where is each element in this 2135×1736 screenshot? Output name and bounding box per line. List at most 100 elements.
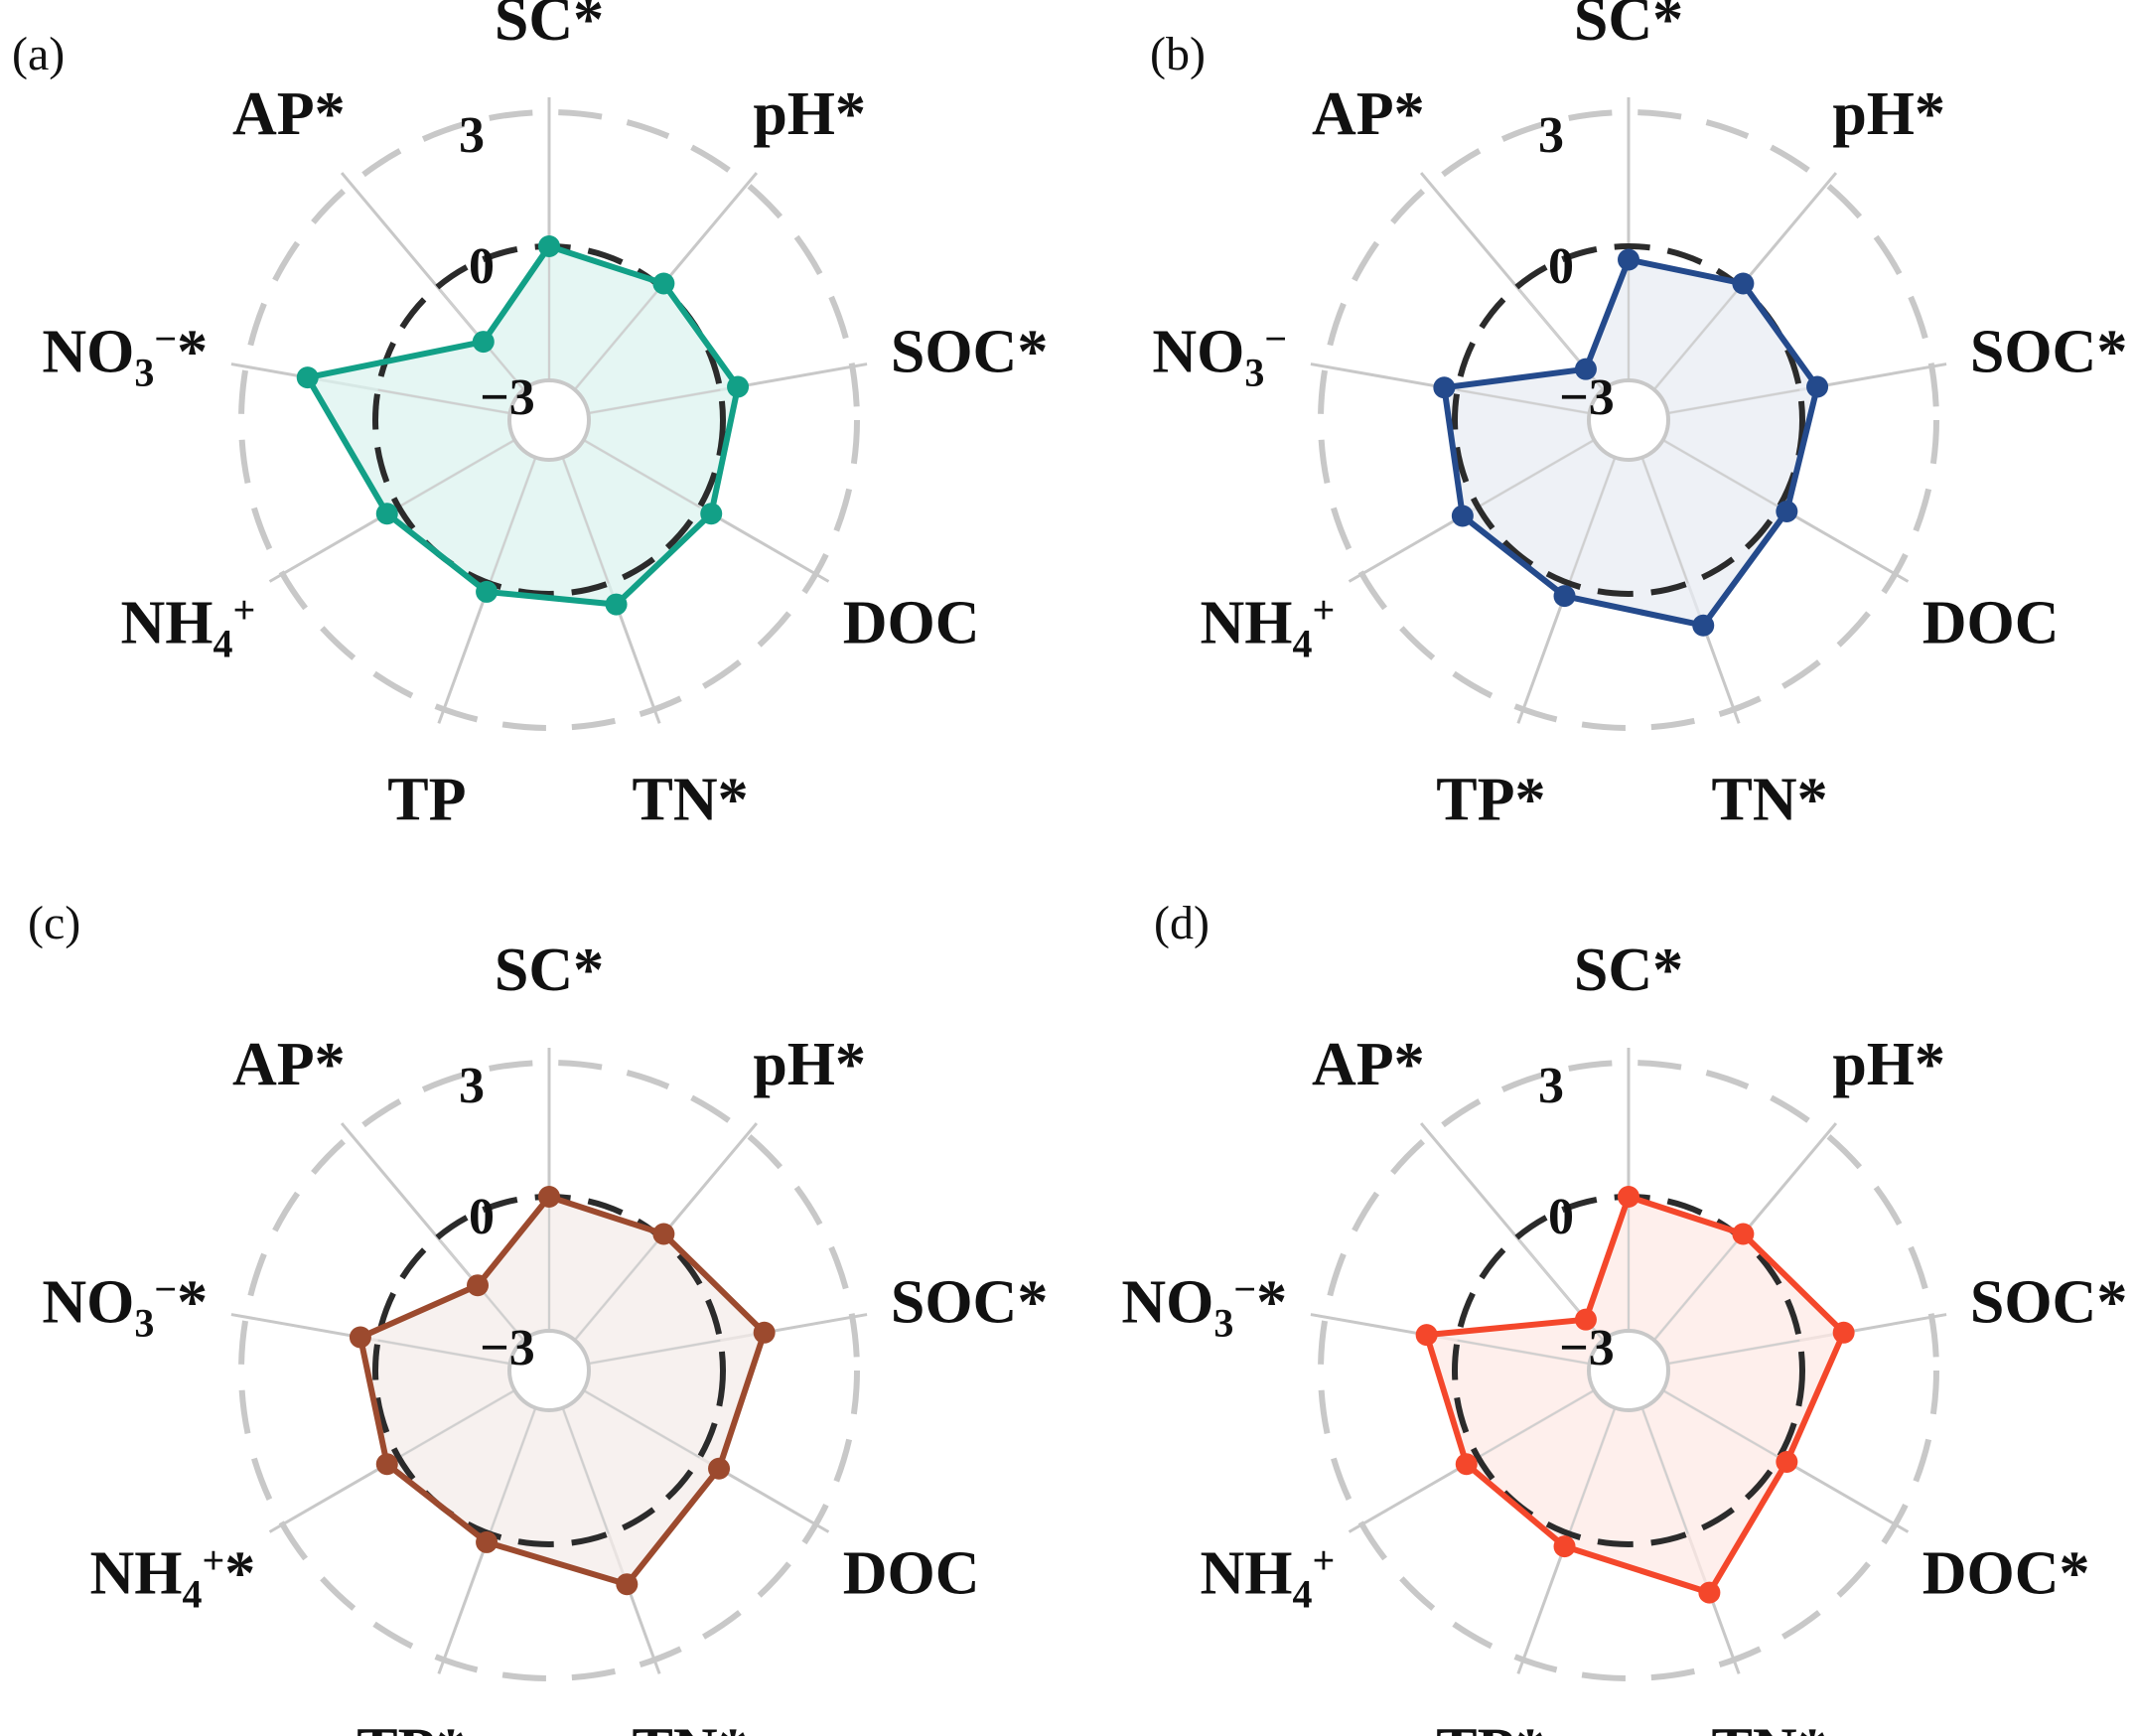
panel-label: (c): [28, 897, 80, 949]
axis-label-8: NO3−: [1152, 317, 1287, 395]
data-point-6: [476, 580, 498, 603]
data-point-3: [753, 1321, 776, 1344]
outer-ring: [1318, 1060, 1939, 1681]
ring-label-min: −3: [1559, 369, 1615, 426]
outer-ring: [238, 109, 860, 731]
axis-spoke-inner: [489, 1407, 537, 1534]
axis-spoke-inner: [377, 1339, 510, 1366]
radar-panel-1: (a) 3 0 −3 SC* pH* SOC* DOC TN* TP NH4+ NO3−* AP*: [12, 0, 1048, 834]
data-point-2: [1732, 1223, 1755, 1245]
data-point-4: [708, 1457, 731, 1480]
data-point-6: [1553, 1535, 1576, 1558]
axis-label-8: NO3−*: [42, 317, 208, 395]
axis-spoke-inner: [573, 286, 662, 391]
data-point-5: [1692, 614, 1715, 637]
axis-label-9: AP*: [1312, 1031, 1425, 1098]
outer-ring: [1318, 109, 1939, 731]
axis-spoke-inner: [1477, 1389, 1595, 1459]
axis-label-8: NO3−*: [1121, 1267, 1287, 1346]
data-point-4: [1776, 1451, 1798, 1473]
data-point-3: [1806, 375, 1829, 398]
radar-panel-3: (c) 3 0 −3 SC* pH* SOC* DOC TN* TP* NH4+* NO3−* AP*: [28, 897, 1048, 1736]
data-point-5: [605, 593, 628, 616]
axis-label-4: DOC: [843, 1540, 980, 1608]
axis-label-4: DOC*: [1922, 1540, 2090, 1608]
axis-spoke-inner: [489, 457, 537, 584]
ring-label-min: −3: [1559, 1320, 1615, 1376]
axis-label-5: TN*: [633, 767, 749, 834]
axis-label-6: TP*: [1436, 767, 1545, 834]
data-point-8: [296, 366, 319, 389]
panel-label: (a): [12, 28, 65, 80]
axis-label-8: NO3−*: [42, 1267, 208, 1346]
axis-label-3: SOC*: [1970, 1269, 2127, 1337]
axis-label-1: SC*: [1574, 0, 1683, 54]
inner-ring: [507, 378, 591, 462]
axis-spoke-inner: [1640, 457, 1689, 584]
axis-label-2: pH*: [1832, 80, 1945, 148]
data-point-1: [1618, 1186, 1639, 1208]
data-point-3: [1832, 1321, 1855, 1344]
axis-spoke-inner: [1652, 286, 1742, 391]
axis-label-3: SOC*: [891, 319, 1048, 386]
axis-spoke-inner: [397, 439, 515, 508]
ring-label-max: 3: [459, 107, 485, 164]
data-point-5: [616, 1573, 639, 1596]
axis-label-9: AP*: [232, 1031, 346, 1098]
series-line: [356, 1194, 768, 1588]
axis-spoke-inner: [377, 388, 510, 415]
data-point-7: [1455, 1453, 1478, 1476]
axis-label-1: SC*: [495, 937, 604, 1004]
series-line: [304, 243, 742, 608]
data-point-9: [1574, 1308, 1597, 1331]
axis-label-2: pH*: [1832, 1031, 1945, 1098]
axis-spoke-inner: [1457, 388, 1590, 415]
outer-ring: [238, 1060, 860, 1681]
data-point-7: [375, 1453, 398, 1476]
axis-label-1: SC*: [1574, 937, 1683, 1004]
axis-label-2: pH*: [753, 80, 866, 148]
data-point-8: [1433, 376, 1456, 399]
inner-ring: [1587, 1329, 1670, 1412]
data-point-4: [700, 503, 723, 525]
axis-spoke-inner: [573, 1236, 662, 1342]
ring-label-max: 3: [459, 1058, 485, 1114]
axis-label-5: TN*: [1712, 767, 1828, 834]
data-point-7: [375, 503, 398, 525]
axis-label-5: TN*: [1712, 1717, 1828, 1736]
axis-label-9: AP*: [232, 80, 346, 148]
axis-spoke-inner: [588, 388, 721, 415]
axis-spoke-inner: [1652, 1236, 1742, 1342]
axis-spoke-inner: [561, 457, 610, 584]
data-point-8: [349, 1326, 371, 1349]
axis-spoke-inner: [1477, 439, 1595, 508]
axis-spoke-inner: [397, 1389, 515, 1459]
inner-ring: [1587, 378, 1670, 462]
axis-label-6: TP: [387, 767, 466, 834]
axis-label-3: SOC*: [891, 1269, 1048, 1337]
axis-label-7: NH4+: [1200, 588, 1335, 666]
ring-label-zero: 0: [1548, 1189, 1574, 1245]
data-point-9: [467, 1274, 490, 1297]
data-point-2: [652, 272, 675, 295]
ring-label-zero: 0: [469, 1189, 495, 1245]
data-point-8: [1415, 1324, 1438, 1347]
ring-label-max: 3: [1538, 107, 1564, 164]
axis-label-6: TP*: [1436, 1717, 1545, 1736]
data-point-9: [1574, 358, 1597, 380]
axis-label-4: DOC: [843, 590, 980, 657]
data-point-1: [1618, 248, 1639, 271]
ring-label-max: 3: [1538, 1058, 1564, 1114]
data-point-2: [1732, 272, 1755, 295]
panel-label: (d): [1154, 897, 1210, 949]
axis-label-7: NH4+*: [89, 1538, 255, 1617]
panel-label: (b): [1150, 28, 1206, 80]
series-line: [1423, 1194, 1847, 1596]
axis-label-1: SC*: [495, 0, 604, 54]
ring-label-zero: 0: [469, 238, 495, 295]
ring-label-min: −3: [480, 1320, 535, 1376]
ring-label-zero: 0: [1548, 238, 1574, 295]
axis-spoke-inner: [1457, 1339, 1590, 1366]
axis-spoke-inner: [1568, 1407, 1617, 1534]
axis-label-7: NH4+: [1200, 1538, 1335, 1617]
